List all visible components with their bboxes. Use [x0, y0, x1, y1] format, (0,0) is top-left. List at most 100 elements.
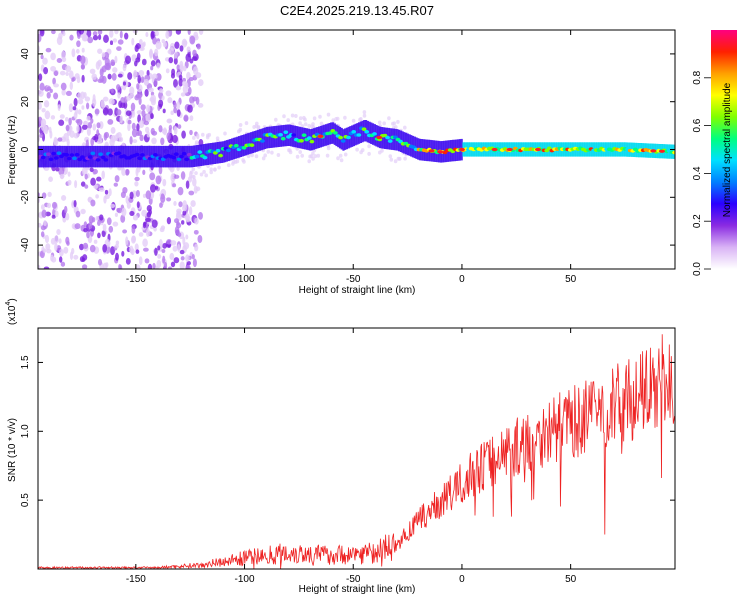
spectral-peak-cell — [306, 136, 312, 140]
spectral-cell — [231, 159, 236, 164]
spectral-cell — [142, 221, 147, 229]
spectral-cell — [116, 207, 121, 213]
spectral-peak-cell — [53, 156, 59, 160]
spectral-cell — [167, 266, 173, 269]
spectral-cell — [177, 186, 184, 196]
spectral-band-cell — [74, 145, 77, 168]
spectral-cell — [129, 136, 133, 145]
spectral-cell — [43, 100, 50, 108]
spectral-cell — [170, 110, 174, 116]
spectral-cell — [150, 60, 156, 67]
spectral-cell — [393, 159, 398, 164]
spectral-cell — [117, 73, 123, 78]
spectral-cell — [246, 154, 251, 159]
spectral-band-cell — [243, 134, 246, 156]
spectral-cell — [355, 147, 359, 152]
spectral-cell — [179, 261, 185, 269]
spectral-cell — [143, 247, 149, 252]
spectral-cell — [143, 78, 149, 86]
spectral-cell — [42, 248, 47, 253]
spectral-peak-cell — [280, 136, 286, 141]
spectral-cell — [188, 206, 193, 216]
spectral-cell — [51, 201, 58, 209]
spectral-cell — [182, 65, 187, 72]
spectral-cell — [101, 170, 105, 180]
spectral-cell — [38, 196, 41, 204]
spectral-cell — [155, 73, 162, 81]
spectral-cell — [137, 130, 142, 136]
spectral-band-cell — [45, 145, 48, 168]
spectral-peak-cell — [194, 154, 200, 159]
spectral-cell — [215, 136, 220, 141]
spectral-cell — [146, 205, 152, 212]
spectral-band-cell — [361, 120, 364, 143]
spectral-cell — [388, 154, 393, 159]
spectral-cell — [146, 69, 150, 77]
spectral-cell — [89, 167, 94, 173]
spectral-cell — [170, 240, 177, 246]
spectral-cell — [185, 180, 190, 189]
spectral-cell — [192, 49, 197, 57]
spectral-band-cell — [392, 128, 395, 151]
spectral-cell — [135, 189, 140, 198]
x-tick-label: 0 — [459, 274, 465, 285]
spectral-cell — [56, 36, 63, 46]
spectral-cell — [122, 229, 128, 234]
spectral-peak-cell — [51, 151, 57, 156]
spectral-cell — [151, 73, 158, 80]
spectral-cell — [162, 255, 166, 264]
spectral-cell — [181, 130, 186, 139]
spectral-cell — [116, 84, 121, 91]
spectral-cell — [61, 89, 66, 96]
spectral-cell — [71, 77, 75, 82]
spectral-band-cell — [314, 127, 317, 150]
spectral-cell — [75, 119, 80, 124]
spectral-cell — [191, 253, 195, 260]
y-tick-label: 0 — [20, 146, 31, 152]
spectral-cell — [90, 137, 95, 147]
spectral-cell — [197, 103, 204, 108]
spectral-cell — [172, 183, 177, 188]
spectral-peak-cell — [283, 130, 289, 134]
spectral-peak-cell — [72, 156, 77, 161]
spectral-cell — [135, 249, 140, 254]
spectral-band-cell — [142, 145, 145, 168]
spectral-cell — [163, 261, 168, 269]
spectral-cell — [186, 46, 191, 53]
spectral-band-cell — [344, 128, 347, 150]
spectral-cell — [107, 108, 113, 116]
spectral-band-cell — [205, 143, 208, 166]
spectral-peak-cell — [299, 139, 304, 143]
spectral-cell — [97, 30, 103, 35]
spectral-cell — [189, 115, 194, 121]
spectral-cell — [131, 122, 136, 131]
spectral-peak-cell — [291, 133, 297, 137]
spectral-cell — [396, 156, 401, 161]
spectral-cell — [73, 97, 78, 107]
spectral-cell — [93, 239, 98, 244]
spectral-cell — [120, 191, 126, 199]
spectral-cell — [95, 194, 99, 199]
spectral-cell — [81, 105, 85, 110]
spectral-cell — [134, 44, 139, 52]
spectral-cell — [155, 175, 162, 185]
spectral-cell — [179, 45, 184, 52]
spectral-cell — [131, 37, 135, 46]
spectral-cell — [288, 148, 292, 153]
spectral-cell — [286, 118, 291, 123]
spectral-cell — [88, 221, 93, 230]
spectral-peak-cell — [184, 157, 190, 162]
spectral-cell — [158, 125, 163, 133]
spectral-cell — [79, 243, 84, 251]
spectral-cell — [95, 216, 99, 221]
spectral-band-cell — [267, 126, 270, 149]
spectral-cell — [65, 71, 69, 76]
spectral-band-cell — [50, 145, 53, 168]
spectral-band-cell — [370, 122, 373, 144]
spectral-cell — [88, 215, 94, 224]
spectral-cell — [156, 259, 162, 269]
spectral-cell — [142, 193, 147, 198]
spectral-cell — [165, 30, 170, 39]
spectral-cell — [362, 110, 367, 115]
spectral-peak-cell — [160, 157, 166, 161]
